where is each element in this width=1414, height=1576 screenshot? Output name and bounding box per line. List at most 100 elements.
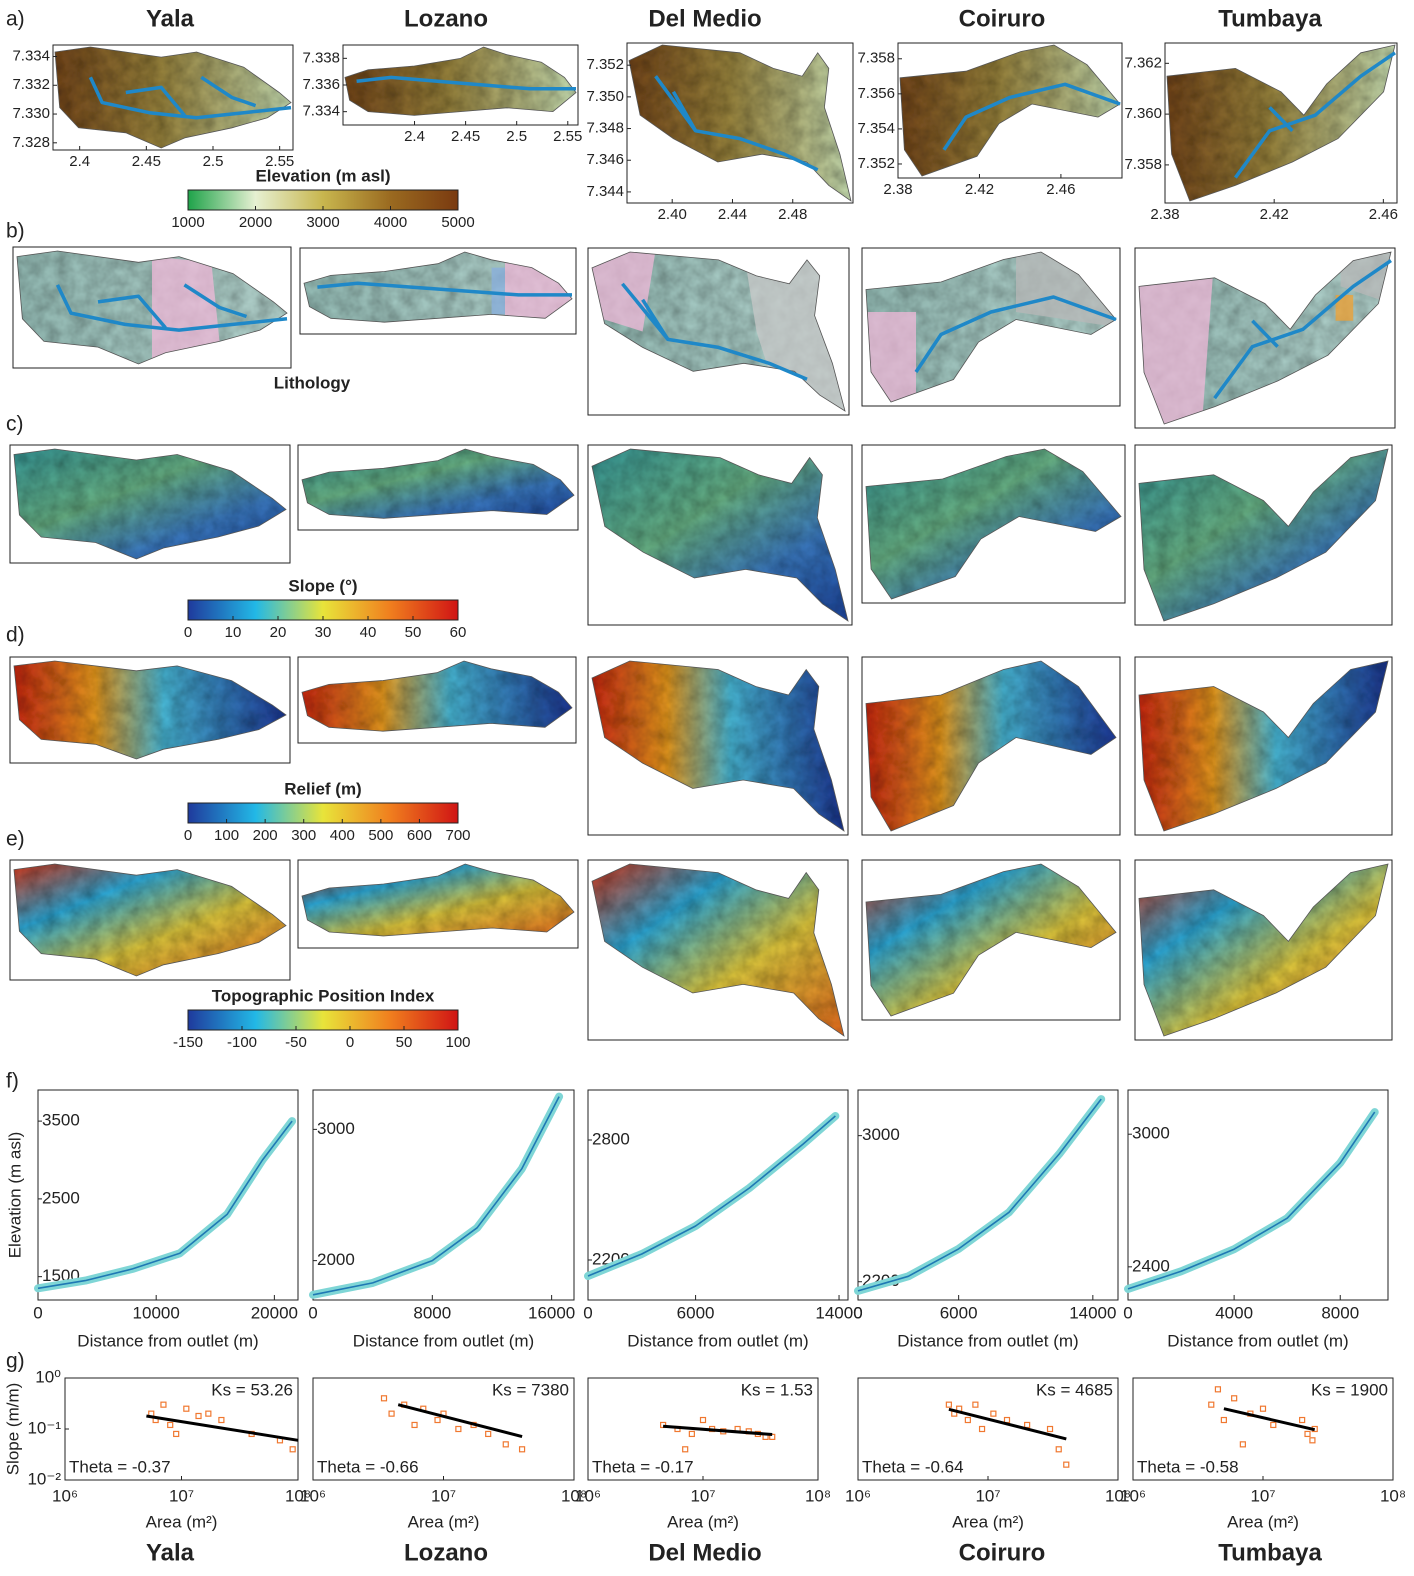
y-tick-label: 2000 (317, 1250, 355, 1269)
x-tick-label: 10⁷ (431, 1486, 456, 1505)
y-tick-label: 10⁻² (27, 1469, 61, 1488)
colorbar-tick-label: 1000 (171, 214, 204, 231)
y-tick-label: 7.358 (857, 50, 895, 67)
x-tick-label: 2.38 (883, 181, 912, 198)
x-tick-label: 20000 (251, 1303, 298, 1322)
y-axis-label: Elevation (m asl) (5, 1132, 24, 1259)
data-point (1305, 1431, 1310, 1436)
basin-title-bottom: Yala (146, 1539, 195, 1566)
y-tick-label: 7.344 (586, 183, 624, 200)
figure: YalaYalaLozanoLozanoDel MedioDel MedioCo… (0, 0, 1414, 1576)
colorbar-tick-label: 700 (445, 827, 470, 844)
x-axis-label: Distance from outlet (m) (1167, 1331, 1348, 1350)
lithology-label: Lithology (274, 373, 351, 392)
y-axis-label: Slope (m/m) (3, 1383, 22, 1476)
x-tick-label: 10⁷ (1250, 1486, 1275, 1505)
x-tick-label: 0 (583, 1303, 592, 1322)
x-tick-label: 2.42 (1260, 206, 1289, 223)
data-point (689, 1431, 694, 1436)
colorbar (188, 1010, 458, 1030)
ks-annotation: Ks = 53.26 (211, 1380, 293, 1399)
data-point (991, 1411, 996, 1416)
data-point (290, 1447, 295, 1452)
x-tick-label: 2.55 (553, 128, 582, 145)
y-tick-label: 7.328 (12, 134, 50, 151)
colorbar-tick-label: 50 (405, 624, 422, 641)
data-point (382, 1396, 387, 1401)
x-axis-label: Distance from outlet (m) (897, 1331, 1078, 1350)
data-point (206, 1411, 211, 1416)
data-point (701, 1418, 706, 1423)
y-tick-label: 7.352 (586, 56, 624, 73)
data-point (1221, 1418, 1226, 1423)
y-tick-label: 7.350 (586, 88, 624, 105)
x-tick-label: 10⁸ (805, 1486, 831, 1505)
y-tick-label: 3500 (42, 1111, 80, 1130)
basin-title-bottom: Del Medio (648, 1539, 761, 1566)
x-tick-label: 10⁶ (845, 1486, 871, 1505)
colorbar-tick-label: 30 (315, 624, 332, 641)
data-point (1240, 1442, 1245, 1447)
data-point (980, 1427, 985, 1432)
data-point (1064, 1462, 1069, 1467)
x-tick-label: 0 (1123, 1303, 1132, 1322)
x-tick-label: 10⁷ (975, 1486, 1000, 1505)
colorbar-tick-label: 20 (270, 624, 287, 641)
ks-annotation: Ks = 1.53 (741, 1380, 813, 1399)
y-tick-label: 7.360 (1124, 105, 1162, 122)
y-tick-label: 7.338 (302, 49, 340, 66)
x-tick-label: 2.44 (718, 206, 747, 223)
data-point (161, 1402, 166, 1407)
panel-label: a) (6, 8, 25, 31)
x-tick-label: 2.4 (404, 128, 425, 145)
colorbar-tick-label: 50 (396, 1034, 413, 1051)
data-point (168, 1422, 173, 1427)
x-tick-label: 4000 (1215, 1303, 1253, 1322)
plot-frame (588, 1090, 848, 1300)
x-axis-label: Distance from outlet (m) (627, 1331, 808, 1350)
x-tick-label: 2.45 (451, 128, 480, 145)
x-tick-label: 10⁶ (1120, 1486, 1146, 1505)
y-tick-label: 7.336 (302, 76, 340, 93)
colorbar-tick-label: 600 (407, 827, 432, 844)
colorbar-tick-label: -150 (173, 1034, 203, 1051)
y-tick-label: 2800 (592, 1129, 630, 1148)
x-tick-label: 8000 (1321, 1303, 1359, 1322)
colorbar-title: Relief (m) (284, 779, 361, 798)
x-tick-label: 2.42 (965, 181, 994, 198)
basin-title: Tumbaya (1218, 5, 1322, 32)
data-point (184, 1406, 189, 1411)
colorbar-tick-label: 3000 (306, 214, 339, 231)
panel-label: d) (6, 624, 25, 647)
theta-annotation: Theta = -0.58 (1137, 1457, 1239, 1476)
colorbar-tick-label: 0 (184, 624, 192, 641)
y-tick-label: 7.330 (12, 105, 50, 122)
theta-annotation: Theta = -0.66 (317, 1457, 419, 1476)
basin-title: Del Medio (648, 5, 761, 32)
panel-label: f) (6, 1070, 19, 1093)
x-axis-label: Area (m²) (146, 1512, 218, 1531)
basin-title-bottom: Coiruro (959, 1539, 1046, 1566)
x-tick-label: 2.46 (1046, 181, 1075, 198)
colorbar-title: Elevation (m asl) (255, 166, 390, 185)
data-point (683, 1447, 688, 1452)
y-tick-label: 7.348 (586, 120, 624, 137)
x-tick-label: 2.40 (658, 206, 687, 223)
page: {"basins":["Yala","Lozano","Del Medio","… (0, 0, 1414, 1576)
colorbar-tick-label: 60 (450, 624, 467, 641)
colorbar (188, 803, 458, 823)
basin-title-bottom: Lozano (404, 1539, 488, 1566)
data-point (1271, 1422, 1276, 1427)
x-axis-label: Area (m²) (952, 1512, 1024, 1531)
basin-title: Coiruro (959, 5, 1046, 32)
x-tick-label: 6000 (677, 1303, 715, 1322)
y-tick-label: 7.356 (857, 85, 895, 102)
panel-label: g) (6, 1350, 25, 1373)
colorbar-tick-label: 5000 (441, 214, 474, 231)
fit-line (146, 1416, 298, 1440)
basin-title-bottom: Tumbaya (1218, 1539, 1322, 1566)
colorbar-title: Slope (°) (288, 576, 357, 595)
y-tick-label: 10⁰ (35, 1367, 61, 1386)
data-point (1056, 1447, 1061, 1452)
colorbar-tick-label: -100 (227, 1034, 257, 1051)
